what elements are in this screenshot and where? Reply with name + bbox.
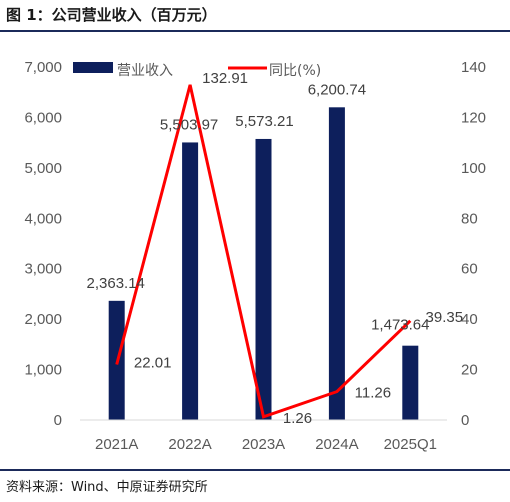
chart-title: 图 1：公司营业收入（百万元） — [6, 6, 217, 24]
revenue-data-label: 6,200.74 — [308, 81, 366, 98]
growth-line — [115, 84, 412, 419]
growth-data-label: 11.26 — [355, 385, 391, 402]
growth-data-label: 132.91 — [202, 70, 248, 87]
legend: 营业收入 同比(%) — [73, 62, 321, 79]
legend-bar-label: 营业收入 — [117, 63, 173, 79]
title-divider — [0, 30, 510, 32]
revenue-bar — [255, 138, 272, 420]
bar-data-labels: 2,363.14 5,503.97 5,573.21 6,200.74 1,473.64 — [87, 81, 430, 333]
x-axis-tick-label: 2024A — [315, 436, 358, 453]
right-axis-tick-label: 100 — [461, 160, 486, 177]
growth-data-label: 39.35 — [426, 309, 464, 326]
x-axis-tick-label: 2025Q1 — [384, 436, 437, 453]
growth-data-label: 1.26 — [283, 410, 312, 427]
right-axis-tick-label: 60 — [461, 261, 478, 278]
legend-line-label: 同比(%) — [269, 63, 321, 79]
line-data-labels: 22.01 132.91 1.26 11.26 39.35 — [134, 70, 463, 427]
right-axis-tick-label: 80 — [461, 210, 478, 227]
x-axis-tick-label: 2023A — [242, 436, 285, 453]
revenue-bar — [402, 345, 419, 420]
x-axis-tick-label: 2021A — [95, 436, 138, 453]
revenue-bar — [182, 142, 199, 420]
revenue-bars — [108, 107, 419, 420]
left-axis-tick-label: 0 — [54, 412, 62, 429]
left-axis-tick-label: 7,000 — [24, 59, 62, 76]
left-axis-tick-label: 5,000 — [24, 160, 62, 177]
left-axis-tick-label: 3,000 — [24, 261, 62, 278]
right-axis-ticks: 0 20 40 60 80 100 120 140 — [461, 59, 486, 429]
right-axis-tick-label: 40 — [461, 311, 478, 328]
x-axis-tick-label: 2022A — [168, 436, 211, 453]
right-axis-tick-label: 20 — [461, 362, 478, 379]
right-axis-tick-label: 0 — [461, 412, 469, 429]
legend-bar-swatch — [73, 62, 113, 73]
left-axis-tick-label: 4,000 — [24, 210, 62, 227]
source-note: 资料来源：Wind、中原证券研究所 — [6, 480, 208, 495]
left-axis-tick-label: 6,000 — [24, 109, 62, 126]
revenue-data-label: 5,573.21 — [235, 113, 293, 130]
revenue-bar — [328, 107, 345, 420]
revenue-data-label: 1,473.64 — [371, 317, 429, 334]
revenue-data-label: 2,363.14 — [87, 275, 145, 292]
left-axis-tick-label: 2,000 — [24, 311, 62, 328]
source-divider — [0, 469, 510, 471]
x-axis: 2021A 2022A 2023A 2024A 2025Q1 — [80, 419, 447, 453]
revenue-data-label: 5,503.97 — [160, 116, 218, 133]
revenue-chart: 0 1,000 2,000 3,000 4,000 5,000 6,000 7,000 0 20… — [24, 59, 486, 453]
growth-line-group — [115, 84, 412, 419]
left-axis-ticks: 0 1,000 2,000 3,000 4,000 5,000 6,000 7,000 — [24, 59, 62, 429]
growth-data-label: 22.01 — [134, 355, 172, 372]
right-axis-tick-label: 140 — [461, 59, 486, 76]
right-axis-tick-label: 120 — [461, 109, 486, 126]
left-axis-tick-label: 1,000 — [24, 362, 62, 379]
